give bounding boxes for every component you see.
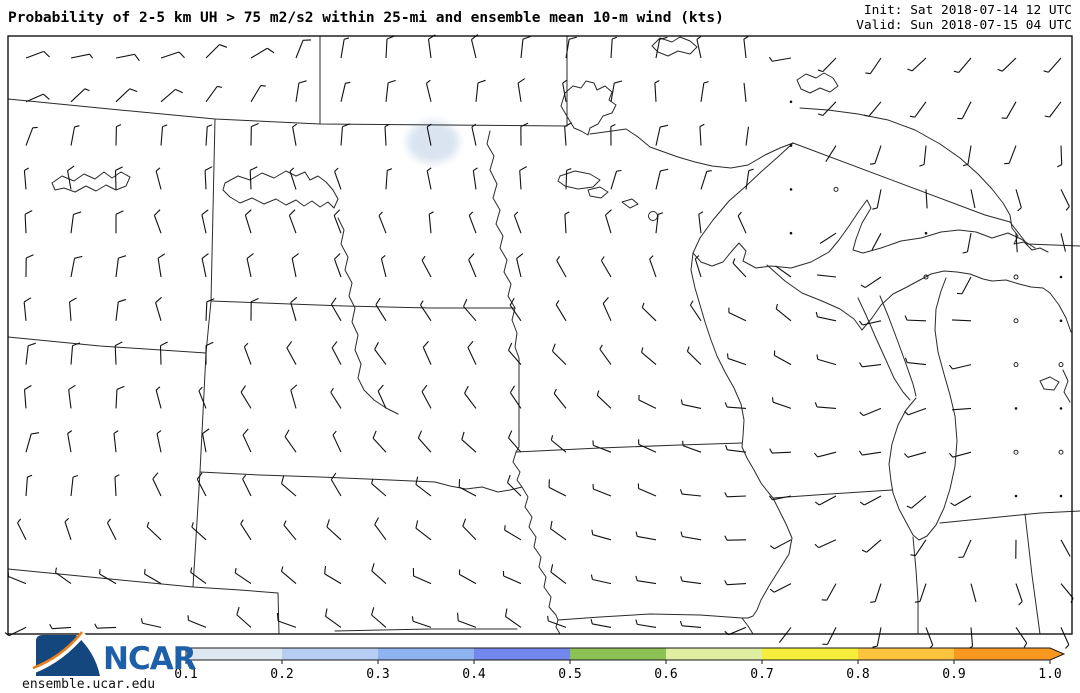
ncar-logo-swoosh <box>36 635 100 676</box>
canada-border <box>7 98 568 127</box>
nd-sd-border <box>210 300 516 309</box>
ne-ks-border <box>334 628 518 632</box>
mississippi-river <box>690 252 793 619</box>
site-url: ensemble.ucar.edu <box>22 677 155 692</box>
lake-huron-shore <box>1049 292 1072 403</box>
colorbar-tick-label: 0.3 <box>366 667 389 682</box>
lake-superior-south-shore <box>692 199 1036 269</box>
lake-michigan-outline <box>888 277 958 541</box>
green-bay-west-shore <box>857 297 911 401</box>
red-river-border <box>486 130 523 488</box>
ncar-logo: NCAR <box>32 631 198 677</box>
houghton-lake <box>1039 376 1060 391</box>
up-south-shore <box>861 270 1051 331</box>
lake-of-the-woods <box>560 80 617 136</box>
lake-sakakawea <box>222 170 339 209</box>
ncar-logo-white-arc <box>32 631 86 674</box>
in-oh-border <box>1024 513 1041 635</box>
mn-ia-border <box>515 442 743 453</box>
mi-in-border <box>939 510 1080 524</box>
lake-oahe-missouri <box>337 217 399 415</box>
colorbar-tick-label: 0.5 <box>558 667 581 682</box>
ia-mo-border <box>557 613 754 635</box>
lake-superior-border-line <box>792 142 1080 247</box>
colorbar-tick-label: 0.8 <box>846 667 869 682</box>
wi-il-border <box>772 489 893 499</box>
lake-superior-mn-shore <box>692 142 794 254</box>
il-in-border <box>912 536 919 635</box>
mille-lacs-lake <box>648 211 658 221</box>
wind-barb-layer <box>4 34 1074 650</box>
fort-peck-lake <box>51 171 131 193</box>
lake-superior-north-shore <box>799 107 1049 253</box>
leech-lake <box>621 198 639 209</box>
init-time-label: Init: Sat 2018-07-14 12 UTC <box>864 3 1072 18</box>
colorbar-tick-label: 0.2 <box>270 667 293 682</box>
wy-co-ne-border <box>7 568 280 635</box>
colorbar-tick-label: 0.4 <box>462 667 486 682</box>
page-title: Probability of 2-5 km UH > 75 m2/s2 with… <box>8 10 724 26</box>
colorbar: 0.1 0.2 0.3 0.4 0.5 0.6 0.7 0.8 0.9 1.0 <box>174 647 1066 682</box>
probability-region <box>407 121 459 163</box>
sd-ne-border <box>199 471 523 493</box>
mt-wy-border <box>7 336 207 354</box>
map-frame <box>7 35 1073 635</box>
wi-mi-border <box>766 264 863 331</box>
colorbar-tick-label: 1.0 <box>1038 667 1061 682</box>
colorbar-tick-label: 0.9 <box>942 667 965 682</box>
missouri-river-ne-ia <box>521 486 561 635</box>
colorbar-tick-label: 0.1 <box>174 667 197 682</box>
ncar-logo-orange-arc <box>32 631 84 670</box>
basemap-borders <box>7 35 1080 635</box>
colorbar-tick-label: 0.6 <box>654 667 677 682</box>
canada-lake-north <box>651 36 698 57</box>
valid-time-label: Valid: Sun 2018-07-15 04 UTC <box>856 18 1072 33</box>
red-lakes <box>557 170 609 199</box>
door-peninsula <box>879 295 917 397</box>
colorbar-tick-label: 0.7 <box>750 667 773 682</box>
ncar-logo-text: NCAR <box>103 641 197 677</box>
canada-lakes-ne <box>796 72 839 94</box>
mn-canada-border <box>589 128 794 169</box>
